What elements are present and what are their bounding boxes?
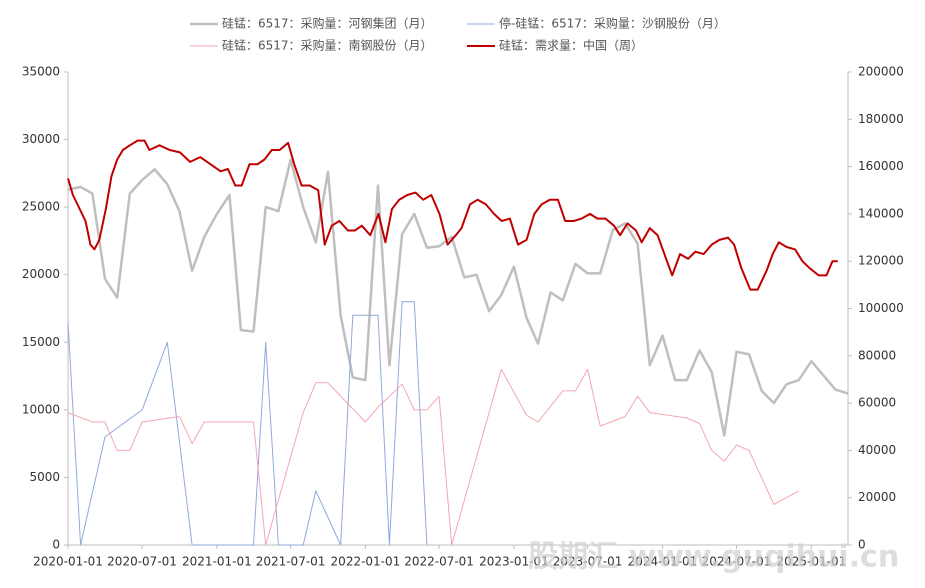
- legend-label: 硅锰：6517：采购量：南钢股份（月）: [222, 38, 433, 53]
- legend-label: 硅锰：6517：采购量：河钢集团（月）: [222, 16, 433, 31]
- x-tick-label: 2021-01-01: [182, 555, 252, 569]
- y-tick-label: 30000: [22, 132, 60, 146]
- y2-tick-label: 140000: [858, 206, 904, 220]
- x-tick-label: 2022-01-01: [331, 555, 401, 569]
- y2-tick-label: 40000: [858, 443, 896, 457]
- x-tick-label: 2022-07-01: [404, 555, 474, 569]
- series-line: [67, 139, 838, 291]
- x-tick-label: 2021-07-01: [256, 555, 326, 569]
- x-tick-label: 2024-01-01: [628, 555, 698, 569]
- y-tick-label: 35000: [22, 65, 60, 79]
- y2-tick-label: 0: [858, 538, 866, 552]
- y-tick-label: 0: [52, 538, 60, 552]
- y-tick-label: 5000: [29, 470, 60, 484]
- series-line: [67, 301, 428, 546]
- x-tick-label: 2020-01-01: [33, 555, 103, 569]
- x-tick-label: 2024-07-01: [702, 555, 772, 569]
- x-tick-label: 2025-01-01: [777, 555, 847, 569]
- y2-tick-label: 120000: [858, 254, 904, 268]
- y2-tick-label: 180000: [858, 112, 904, 126]
- y2-tick-label: 20000: [858, 490, 896, 504]
- x-tick-label: 2023-01-01: [479, 555, 549, 569]
- x-tick-label: 2023-07-01: [553, 555, 623, 569]
- series-line: [67, 158, 849, 437]
- legend-label: 停-硅锰：6517：采购量：沙钢股份（月）: [499, 16, 726, 31]
- y2-tick-label: 60000: [858, 396, 896, 410]
- y-tick-label: 15000: [22, 335, 60, 349]
- y2-tick-label: 100000: [858, 301, 904, 315]
- watermark: 股期汇 www.guqihui.cn: [528, 540, 899, 575]
- legend: 硅锰：6517：采购量：河钢集团（月） 停-硅锰：6517：采购量：沙钢股份（月）…: [190, 16, 726, 53]
- series-line: [67, 368, 800, 546]
- y-tick-label: 25000: [22, 200, 60, 214]
- y2-tick-label: 80000: [858, 348, 896, 362]
- y-tick-label: 20000: [22, 267, 60, 281]
- y2-tick-label: 200000: [858, 65, 904, 79]
- y2-tick-label: 160000: [858, 159, 904, 173]
- legend-label: 硅锰：需求量：中国（周）: [499, 38, 643, 53]
- x-tick-label: 2020-07-01: [107, 555, 177, 569]
- y-tick-label: 10000: [22, 402, 60, 416]
